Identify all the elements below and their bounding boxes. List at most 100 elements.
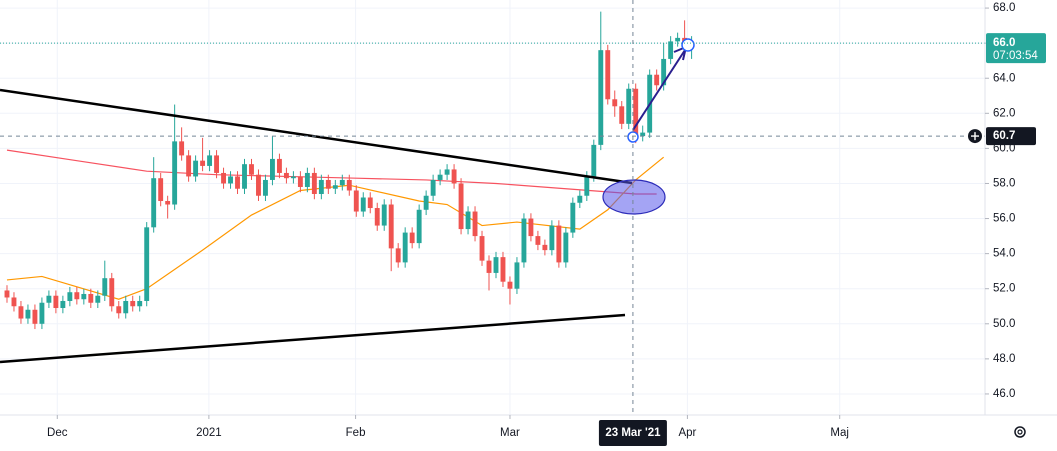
last-price-badge — [986, 33, 1046, 64]
candle-body — [472, 211, 478, 237]
candles — [4, 11, 695, 330]
x-tick-label: Dec — [47, 427, 68, 439]
candle-body — [675, 37, 681, 42]
candle-body — [458, 183, 464, 230]
candle-body — [668, 41, 674, 59]
candle-body — [276, 158, 282, 173]
y-tick-label: 52.0 — [993, 283, 1015, 295]
candle-body — [465, 211, 471, 230]
candle-body — [360, 197, 366, 212]
y-tick-label: 64.0 — [993, 72, 1015, 84]
y-tick-label: 68.0 — [993, 2, 1015, 14]
y-tick-label: 62.0 — [993, 107, 1015, 119]
candle-body — [11, 297, 17, 307]
y-tick-label: 48.0 — [993, 353, 1015, 365]
candle-body — [640, 132, 646, 137]
candle-body — [633, 88, 639, 137]
candle-body — [123, 300, 129, 314]
candle-body — [514, 262, 520, 289]
candle-body — [542, 244, 548, 251]
candle-body — [263, 179, 268, 196]
candle-body — [186, 155, 192, 177]
candle-body — [486, 260, 492, 273]
candle-body — [626, 88, 632, 124]
grid — [0, 0, 985, 415]
candle-body — [367, 197, 373, 209]
crosshair-y-label: 60.7 — [993, 130, 1015, 142]
candle-body — [172, 141, 178, 205]
candle-body — [591, 144, 597, 177]
candle-body — [242, 164, 247, 189]
candle-body — [270, 158, 275, 180]
plus-sign[interactable] — [971, 132, 979, 141]
y-tick-label: 56.0 — [993, 213, 1015, 225]
candle-body — [374, 208, 380, 226]
y-tick-label: 46.0 — [993, 388, 1015, 400]
crosshair-x-badge — [598, 420, 667, 446]
settings-icon[interactable] — [1014, 426, 1026, 438]
candle-body — [346, 179, 352, 191]
candle-body — [339, 179, 345, 186]
candle-body — [535, 236, 541, 245]
candle-body — [381, 204, 387, 226]
candle-body — [444, 169, 450, 175]
gear[interactable] — [1014, 426, 1026, 438]
candle-body — [60, 300, 66, 309]
candle-body — [88, 293, 94, 303]
candle-body — [165, 201, 171, 205]
candle-body — [102, 278, 108, 296]
candle-body — [137, 300, 143, 307]
x-tick-label: Feb — [346, 427, 366, 439]
candle-body — [318, 179, 324, 194]
candle-body — [39, 302, 45, 324]
candle-body — [297, 176, 303, 187]
add-alert-button[interactable] — [968, 129, 982, 144]
candle-body — [53, 295, 59, 309]
last-price-label: 66.0 — [993, 37, 1015, 49]
moving-average — [6, 156, 665, 300]
crosshair-x-label: 23 Mar '21 — [605, 427, 661, 439]
x-tick-label: 2021 — [196, 427, 222, 439]
candle-body — [221, 172, 226, 184]
drawings — [0, 38, 695, 364]
candle-body — [521, 218, 527, 263]
y-tick-label: 50.0 — [993, 318, 1015, 330]
candle-body — [479, 236, 485, 261]
candle-body — [130, 300, 136, 307]
candle-body — [207, 155, 213, 166]
candle-body — [311, 172, 317, 194]
candle-body — [256, 174, 261, 196]
candle-body — [25, 309, 31, 319]
candle-body — [493, 257, 499, 273]
candle-body — [570, 202, 576, 233]
candle-body — [144, 227, 150, 301]
candle-body — [563, 232, 569, 263]
countdown-label: 07:03:54 — [993, 50, 1038, 62]
candle-body — [437, 174, 443, 180]
candle-body — [598, 50, 604, 145]
candle-body — [584, 176, 590, 196]
candle-body — [353, 190, 359, 212]
candle-body — [151, 178, 157, 228]
candle-body — [200, 160, 206, 166]
candle-body — [500, 257, 506, 282]
x-tick-label: Maj — [830, 427, 849, 439]
candle-body — [528, 218, 534, 237]
candle-body — [116, 306, 122, 314]
x-tick-label: Mar — [500, 427, 520, 439]
candle-body — [249, 164, 254, 175]
candle-body — [4, 290, 10, 298]
candle-body — [95, 295, 101, 303]
y-tick-label: 54.0 — [993, 248, 1015, 260]
candle-body — [81, 293, 87, 300]
candle-body — [325, 179, 331, 189]
y-tick-label: 60.0 — [993, 142, 1015, 154]
gear-center[interactable] — [1017, 429, 1023, 435]
candle-body — [214, 155, 220, 173]
highlight-ellipse — [602, 179, 666, 215]
candle-body — [109, 278, 115, 307]
candle-body — [507, 281, 513, 289]
candle-body — [74, 292, 80, 300]
